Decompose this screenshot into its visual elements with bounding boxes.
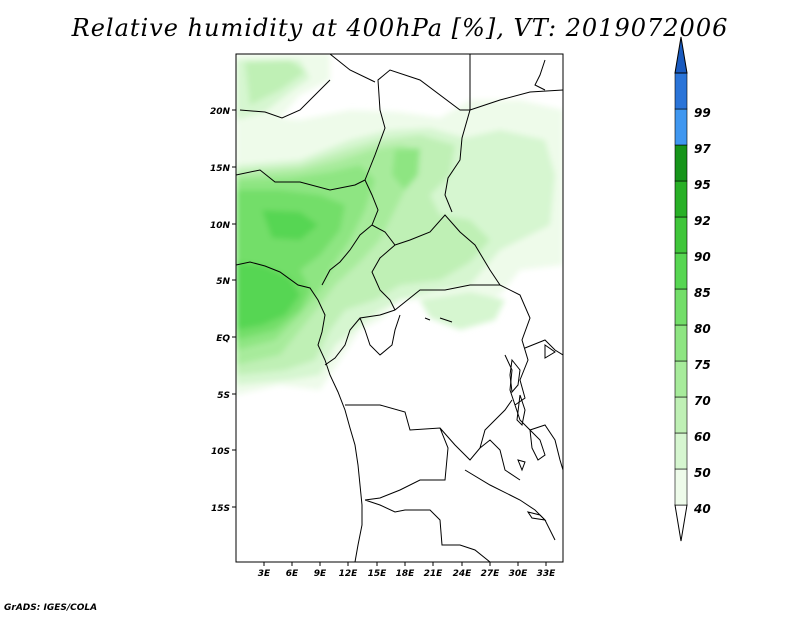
colorbar-level-label: 75 <box>694 358 711 372</box>
lat-tick-label: 15N <box>210 164 231 174</box>
credit-text: GrADS: IGES/COLA <box>4 603 98 613</box>
chart-title: Relative humidity at 400hPa [%], VT: 201… <box>71 14 729 42</box>
lon-tick-label: 33E <box>537 569 557 579</box>
lon-tick-label: 24E <box>453 569 473 579</box>
colorbar-segment <box>674 180 688 218</box>
colorbar-level-label: 70 <box>694 394 711 408</box>
lat-tick-label: 10N <box>210 221 231 231</box>
colorbar-fill <box>674 36 688 542</box>
colorbar-segment <box>674 324 688 362</box>
map-frame <box>235 53 564 563</box>
colorbar-level-label: 85 <box>694 286 711 300</box>
colorbar-segment <box>674 216 688 254</box>
colorbar-level-label: 97 <box>694 142 711 156</box>
colorbar-labels: 40 50 60 70 75 80 85 90 92 95 97 99 <box>693 106 711 516</box>
lat-tick-label: 10S <box>211 447 230 457</box>
boundaries <box>236 54 563 562</box>
lon-tick-label: 30E <box>509 569 529 579</box>
lon-tick-label: 3E <box>258 569 271 579</box>
lon-tick-label: 12E <box>339 569 359 579</box>
colorbar-segment <box>674 396 688 434</box>
colorbar-segment <box>674 504 688 542</box>
colorbar-level-label: 50 <box>694 466 711 480</box>
colorbar-segment <box>674 360 688 398</box>
colorbar-level-label: 40 <box>693 502 711 516</box>
longitude-axis: 3E 6E 9E 12E 15E 18E 21E 24E 27E 30E 33E <box>258 562 556 579</box>
colorbar-level-label: 60 <box>694 430 711 444</box>
lat-tick-label: 5N <box>216 277 230 287</box>
lon-tick-label: 27E <box>481 569 501 579</box>
coastline <box>236 261 363 562</box>
colorbar-level-label: 95 <box>694 178 711 192</box>
colorbar-segment <box>674 144 688 182</box>
colorbar-segment <box>674 108 688 146</box>
colorbar-segment <box>674 432 688 470</box>
lat-tick-label: 5S <box>217 391 230 401</box>
colorbar-level-label: 90 <box>694 250 711 264</box>
lat-tick-label: 15S <box>211 504 230 514</box>
colorbar-level-label: 92 <box>694 214 711 228</box>
lon-tick-label: 6E <box>286 569 299 579</box>
colorbar-segment <box>674 468 688 506</box>
lon-tick-label: 15E <box>368 569 388 579</box>
colorbar-level-label: 80 <box>694 322 711 336</box>
humidity-area-85 <box>236 210 318 330</box>
colorbar-segment <box>674 36 688 74</box>
lon-tick-label: 21E <box>424 569 444 579</box>
colorbar-level-label: 99 <box>694 106 711 120</box>
colorbar: 40 50 60 70 75 80 85 90 92 95 97 99 <box>674 36 711 542</box>
latitude-axis: 20N 15N 10N 5N EQ 5S 10S 15S <box>210 107 236 514</box>
lat-tick-label: EQ <box>216 334 230 344</box>
colorbar-segment <box>674 252 688 290</box>
lon-tick-label: 9E <box>314 569 327 579</box>
colorbar-segment <box>674 72 688 110</box>
lon-tick-label: 18E <box>396 569 416 579</box>
lakes <box>424 317 556 521</box>
humidity-field <box>236 54 563 562</box>
lat-tick-label: 20N <box>210 107 231 117</box>
colorbar-segment <box>674 288 688 326</box>
